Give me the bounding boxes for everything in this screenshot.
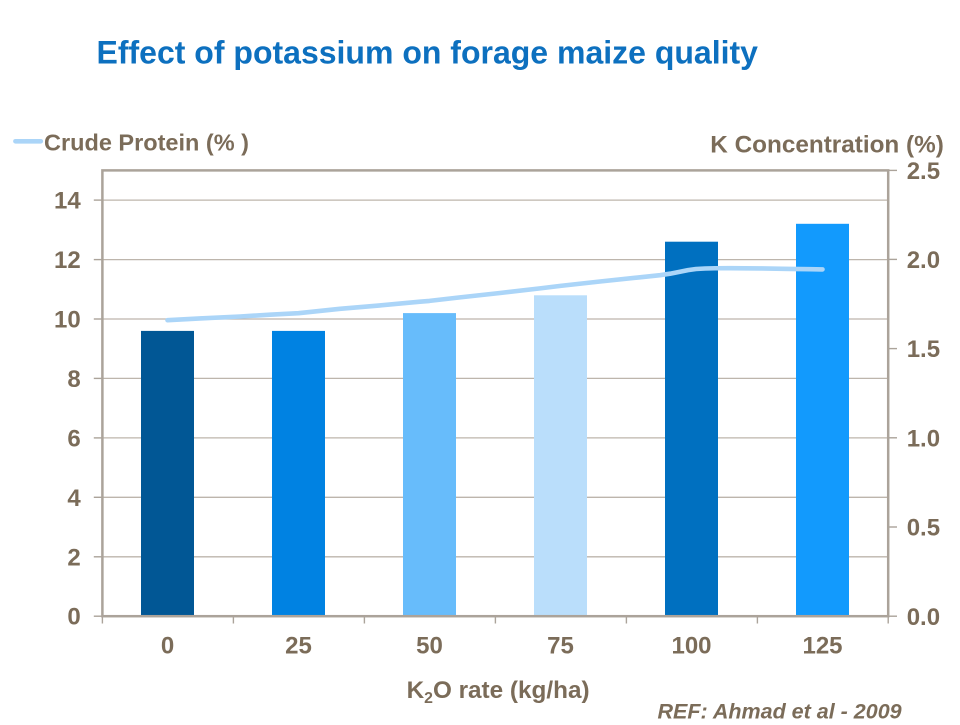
svg-text:0.5: 0.5 — [907, 515, 940, 542]
svg-text:2.5: 2.5 — [907, 158, 940, 185]
svg-text:8: 8 — [67, 366, 80, 393]
svg-text:4: 4 — [67, 485, 81, 512]
svg-text:2: 2 — [67, 544, 80, 571]
svg-text:1.5: 1.5 — [907, 336, 940, 363]
svg-text:REF: Ahmad et al - 2009: REF: Ahmad et al - 2009 — [658, 699, 902, 720]
svg-text:10: 10 — [54, 307, 81, 334]
svg-text:Effect of potassium on forage: Effect of potassium on forage maize qual… — [97, 34, 759, 70]
svg-text:0: 0 — [67, 604, 80, 631]
svg-text:25: 25 — [285, 632, 312, 659]
svg-text:0: 0 — [161, 632, 174, 659]
svg-text:125: 125 — [802, 632, 842, 659]
svg-text:50: 50 — [416, 632, 443, 659]
svg-text:0.0: 0.0 — [907, 604, 940, 631]
svg-text:K2O rate (kg/ha): K2O rate (kg/ha) — [407, 677, 590, 707]
svg-text:12: 12 — [54, 247, 81, 274]
svg-text:75: 75 — [547, 632, 574, 659]
svg-text:Crude Protein (% ): Crude Protein (% ) — [44, 129, 249, 155]
svg-text:2.0: 2.0 — [907, 247, 940, 274]
svg-text:100: 100 — [671, 632, 711, 659]
svg-text:1.0: 1.0 — [907, 425, 940, 452]
svg-text:6: 6 — [67, 425, 80, 452]
svg-text:K Concentration (%): K Concentration (%) — [710, 131, 944, 158]
svg-text:14: 14 — [54, 188, 81, 215]
